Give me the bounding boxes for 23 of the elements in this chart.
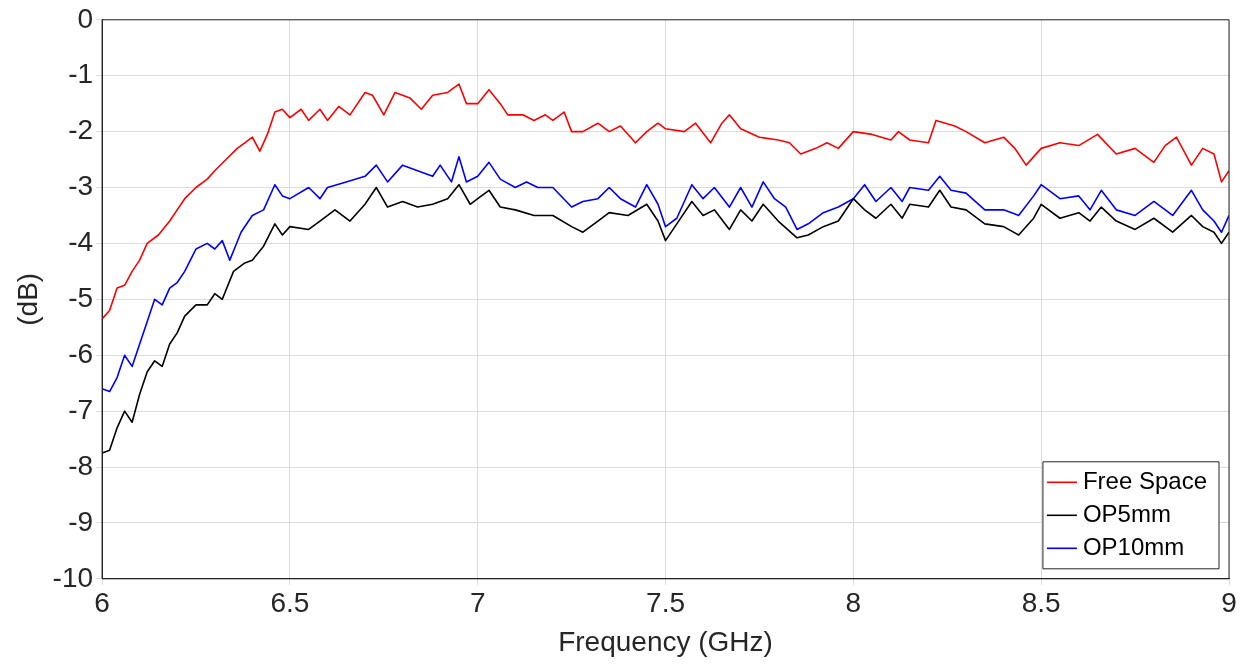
y-tick-label: -5 <box>68 282 94 314</box>
legend-label: OP5mm <box>1082 499 1171 527</box>
x-tick-label: 6.5 <box>270 587 310 619</box>
x-tick-label: 7 <box>469 587 486 619</box>
y-tick-label: -8 <box>68 449 94 481</box>
y-axis-title: (dB) <box>11 272 43 326</box>
y-tick-label: -9 <box>68 505 94 537</box>
legend-label: OP10mm <box>1082 532 1185 560</box>
y-tick-label: -6 <box>68 337 94 369</box>
y-tick-label: -2 <box>68 114 94 146</box>
x-axis-title: Frequency (GHz) <box>558 625 773 657</box>
legend-label: Free Space <box>1082 466 1208 494</box>
x-tick-label: 9 <box>1221 587 1237 619</box>
y-tick-label: -7 <box>68 393 94 425</box>
x-tick-label: 8 <box>845 587 862 619</box>
y-tick-label: -1 <box>68 58 94 90</box>
y-tick-label: -10 <box>52 561 94 593</box>
y-tick-label: -4 <box>68 226 94 258</box>
x-tick-label: 7.5 <box>646 587 685 619</box>
y-tick-label: 0 <box>77 2 94 34</box>
y-tick-label: -3 <box>68 170 94 202</box>
x-tick-label: 8.5 <box>1021 587 1061 619</box>
x-tick-label: 6 <box>94 587 110 619</box>
